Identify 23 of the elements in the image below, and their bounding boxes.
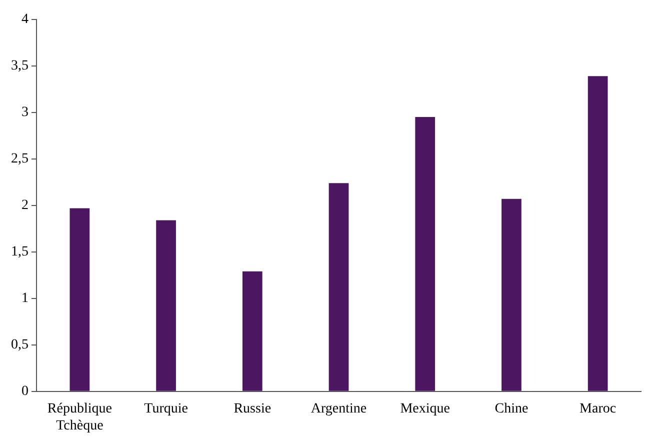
y-tick-label: 0,5 [11,338,28,353]
y-tick-label: 1 [22,291,28,306]
y-tick-label: 1,5 [11,244,28,260]
x-tick-label: Chine [494,401,528,416]
bar [588,76,608,391]
bar [70,208,90,391]
x-tick-label: Russie [234,401,272,416]
bar [242,271,262,391]
y-tick-label: 4 [22,12,28,28]
x-tick-label: Argentine [310,401,367,416]
y-tick-label: 2,5 [11,152,28,167]
bar [328,183,349,391]
x-tick-label: Turquie [144,401,188,416]
y-tick-label: 0 [22,384,28,400]
bar [156,220,176,391]
y-tick-label: 3,5 [11,58,28,74]
y-tick-label: 3 [22,105,28,120]
bar [415,117,436,391]
x-tick-label: République Tchèque [47,401,112,434]
x-tick-label: Mexique [400,401,450,416]
bar [502,198,522,391]
x-tick-label: Maroc [580,401,616,416]
y-tick-label: 2 [22,198,28,214]
